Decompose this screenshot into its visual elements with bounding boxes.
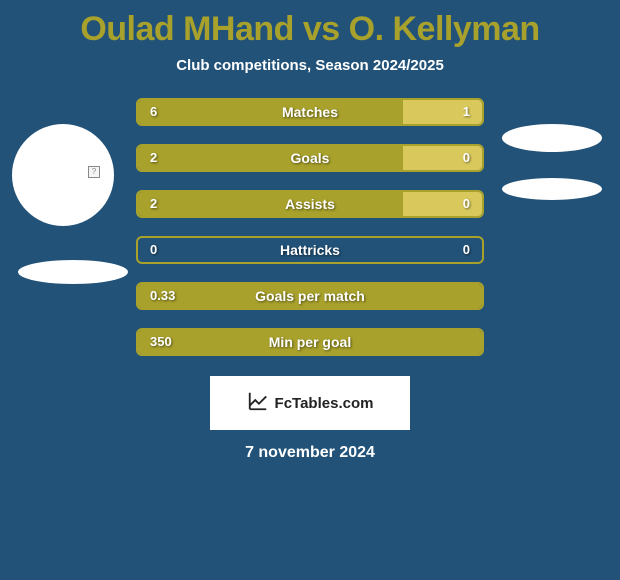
stat-label: Goals [138, 146, 482, 170]
stat-row: Matches6 1 [136, 98, 484, 126]
brand-label: FcTables.com [275, 395, 374, 412]
stat-value-left: 6 [150, 100, 157, 124]
stat-value-left: 0 [150, 238, 157, 262]
stat-value-right: 1 [463, 100, 470, 124]
stat-value-right: 0 [463, 146, 470, 170]
stat-label: Hattricks [138, 238, 482, 262]
chart-icon [247, 390, 269, 416]
player-right-shadow [502, 178, 602, 200]
stat-value-left: 0.33 [150, 284, 175, 308]
stat-value-right: 0 [463, 192, 470, 216]
stat-label: Goals per match [138, 284, 482, 308]
stat-label: Matches [138, 100, 482, 124]
stat-row: Goals2 0 [136, 144, 484, 172]
stat-value-left: 2 [150, 192, 157, 216]
stat-row: Min per goal350 [136, 328, 484, 356]
stat-row: Goals per match0.33 [136, 282, 484, 310]
stat-value-left: 2 [150, 146, 157, 170]
player-left-photo: ? [12, 124, 114, 226]
subtitle: Club competitions, Season 2024/2025 [0, 57, 620, 98]
player-left-shadow [18, 260, 128, 284]
stat-label: Assists [138, 192, 482, 216]
player-right-photo [502, 124, 602, 152]
broken-image-icon: ? [88, 166, 100, 178]
stat-row: Assists2 0 [136, 190, 484, 218]
brand-badge: FcTables.com [210, 376, 410, 430]
date-label: 7 november 2024 [0, 444, 620, 462]
stat-row: Hattricks0 0 [136, 236, 484, 264]
stat-value-left: 350 [150, 330, 172, 354]
stat-label: Min per goal [138, 330, 482, 354]
comparison-bars: Matches61Goals20Assists20Hattricks00Goal… [136, 98, 484, 356]
page-title: Oulad MHand vs O. Kellyman [0, 0, 620, 57]
stat-value-right: 0 [463, 238, 470, 262]
